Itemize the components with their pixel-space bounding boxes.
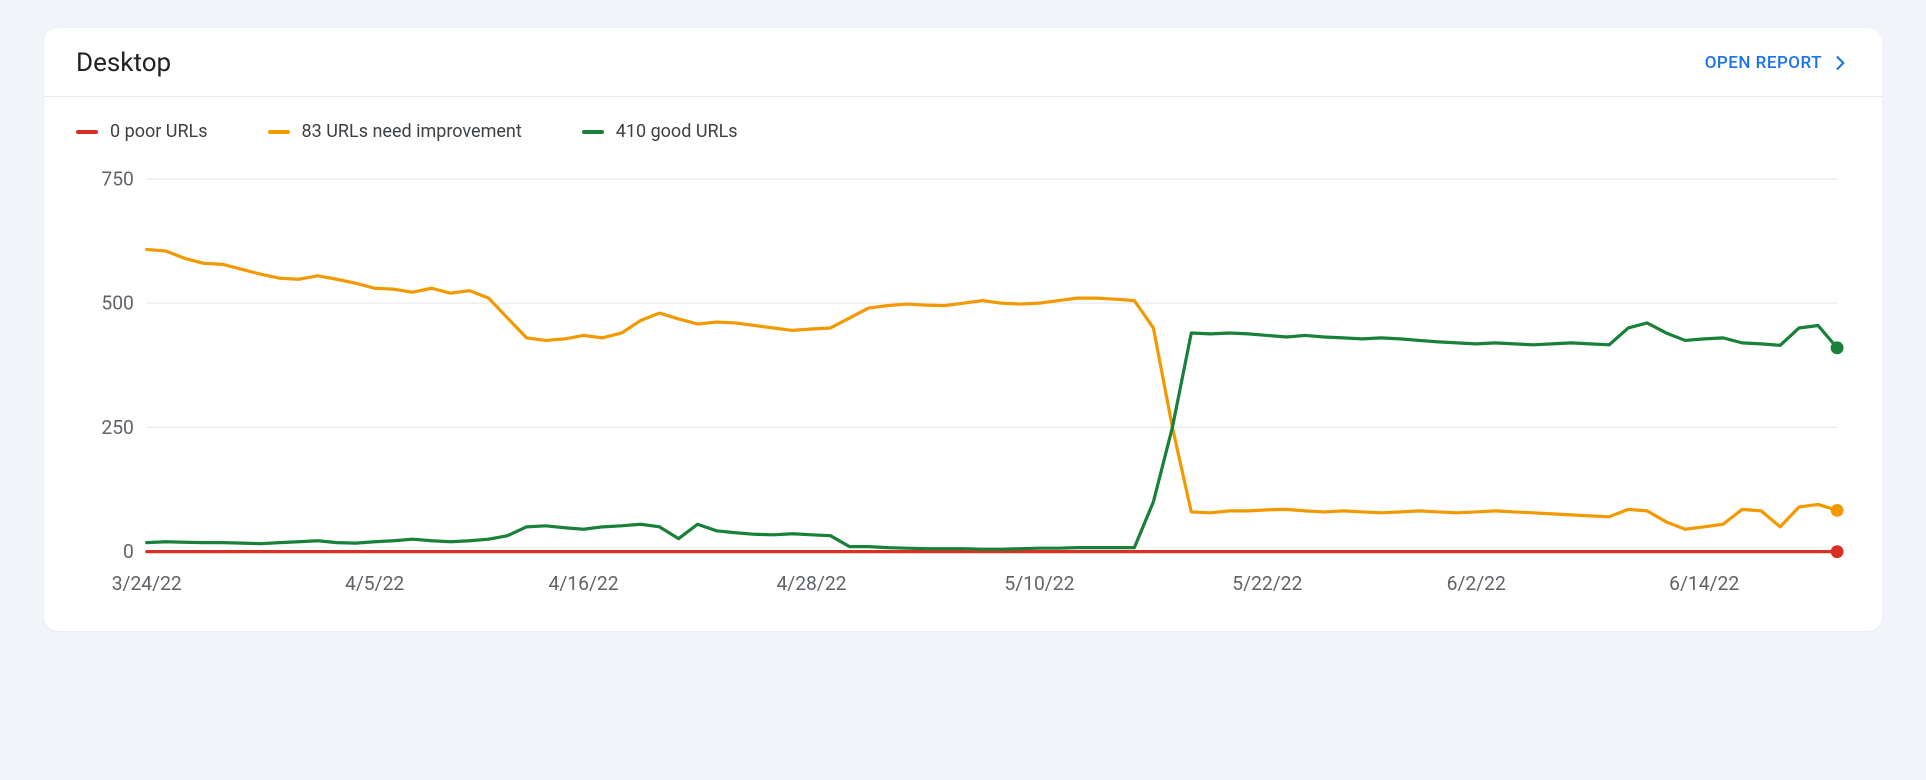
series-end-marker-needs_improvement (1831, 504, 1844, 517)
open-report-link[interactable]: OPEN REPORT (1705, 53, 1850, 73)
open-report-label: OPEN REPORT (1705, 53, 1822, 73)
core-web-vitals-card: Desktop OPEN REPORT 0 poor URLs 83 URLs n… (44, 28, 1882, 631)
legend-swatch (268, 130, 290, 134)
y-axis-label: 750 (101, 167, 133, 190)
series-end-marker-good (1831, 341, 1844, 354)
legend-swatch (582, 130, 604, 134)
y-axis-label: 250 (101, 416, 133, 439)
series-line-needs_improvement (147, 249, 1837, 529)
y-axis-label: 500 (101, 292, 133, 315)
x-axis-label: 6/14/22 (1669, 572, 1739, 595)
x-axis-label: 3/24/22 (112, 572, 182, 595)
chart-container: 0 250 500 750 3/24/22 4/5/22 4/16/22 4/28/22 5/1… (76, 166, 1850, 603)
x-axis-label: 4/16/22 (549, 572, 619, 595)
card-body: 0 poor URLs 83 URLs need improvement 410 g… (44, 97, 1882, 631)
x-axis-label: 4/28/22 (776, 572, 846, 595)
legend-item-good[interactable]: 410 good URLs (582, 121, 738, 142)
x-axis-label: 4/5/22 (345, 572, 404, 595)
legend-label: 83 URLs need improvement (302, 121, 522, 142)
chart-legend: 0 poor URLs 83 URLs need improvement 410 g… (76, 121, 1850, 142)
y-axis-label: 0 (123, 540, 134, 563)
x-axis-label: 6/2/22 (1447, 572, 1506, 595)
legend-item-needs_improvement[interactable]: 83 URLs need improvement (268, 121, 522, 142)
series-end-marker-poor (1831, 545, 1844, 558)
legend-swatch (76, 130, 98, 134)
card-title: Desktop (76, 48, 171, 78)
x-axis-label: 5/22/22 (1232, 572, 1302, 595)
legend-label: 0 poor URLs (110, 121, 208, 142)
line-chart: 0 250 500 750 3/24/22 4/5/22 4/16/22 4/28/22 5/1… (76, 166, 1850, 603)
legend-label: 410 good URLs (616, 121, 738, 142)
chevron-right-icon (1830, 53, 1850, 73)
card-header: Desktop OPEN REPORT (44, 28, 1882, 97)
x-axis-label: 5/10/22 (1004, 572, 1074, 595)
legend-item-poor[interactable]: 0 poor URLs (76, 121, 208, 142)
